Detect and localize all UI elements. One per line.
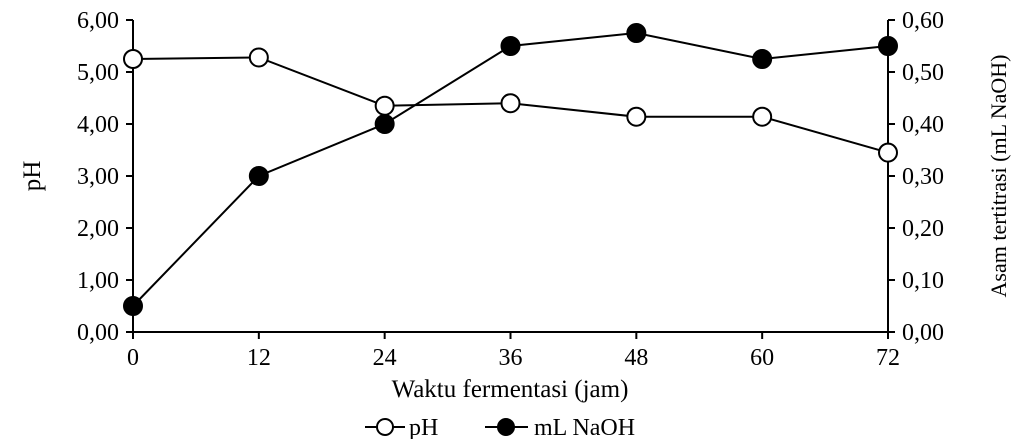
data-point-ph: [500, 93, 521, 114]
x-tick-label: 36: [499, 345, 523, 371]
y-left-tick-label: 0,00: [77, 320, 119, 346]
data-point-ph: [123, 49, 143, 69]
y-axis-left-title: pH: [19, 161, 46, 192]
x-tick-label: 24: [373, 345, 397, 371]
data-point-ph: [374, 95, 395, 116]
x-tick-label: 48: [624, 345, 648, 371]
labels-layer: Waktu fermentasi (jam) pH Asam tertitras…: [19, 55, 1011, 403]
x-tick-label: 72: [876, 345, 900, 371]
y-right-tick-label: 0,40: [902, 112, 944, 138]
y-right-tick-label: 0,60: [902, 8, 944, 34]
x-axis-title: Waktu fermentasi (jam): [392, 376, 629, 403]
data-point-ml-naoh: [878, 36, 898, 56]
data-point-ph: [248, 47, 269, 68]
data-point-ml-naoh: [626, 23, 647, 43]
data-point-ph: [626, 106, 647, 127]
data-point-ml-naoh: [248, 166, 269, 186]
y-left-tick-label: 4,00: [77, 112, 119, 138]
series-layer: [123, 23, 898, 316]
y-axis-right-title: Asam tertitrasi (mL NaOH): [986, 55, 1011, 298]
y-left-tick-label: 1,00: [77, 268, 119, 294]
data-point-ml-naoh: [500, 36, 521, 56]
ticks-layer: 0,00 1,00 2,00 3,00 4,00 5,00 6,00 0,00 0,10 0,20…: [77, 8, 944, 371]
legend-marker-ml-naoh: [497, 418, 515, 436]
data-point-ph: [878, 142, 898, 163]
y-right-tick-label: 0,30: [902, 164, 944, 190]
legend-label-ml-naoh: mL NaOH: [534, 415, 635, 439]
axes-layer: [132, 20, 889, 333]
legend-marker-ph: [376, 418, 394, 436]
y-left-tick-label: 5,00: [77, 60, 119, 86]
x-tick-label: 60: [750, 345, 774, 371]
data-point-ml-naoh: [752, 49, 773, 69]
data-point-ml-naoh: [123, 296, 143, 316]
y-right-tick-label: 0,10: [902, 268, 944, 294]
legend: pH mL NaOH: [365, 415, 635, 441]
x-tick-label: 0: [127, 345, 139, 371]
y-right-tick-label: 0,20: [902, 216, 944, 242]
data-point-ml-naoh: [374, 114, 395, 134]
y-left-tick-label: 3,00: [77, 164, 119, 190]
y-right-tick-label: 0,00: [902, 320, 944, 346]
x-tick-label: 12: [247, 345, 271, 371]
series-line-ml-naoh: [132, 31, 889, 307]
legend-label-ph: pH: [409, 415, 438, 439]
y-right-tick-label: 0,50: [902, 60, 944, 86]
data-point-ph: [752, 106, 773, 127]
y-left-tick-label: 6,00: [77, 8, 119, 34]
y-left-tick-label: 2,00: [77, 216, 119, 242]
